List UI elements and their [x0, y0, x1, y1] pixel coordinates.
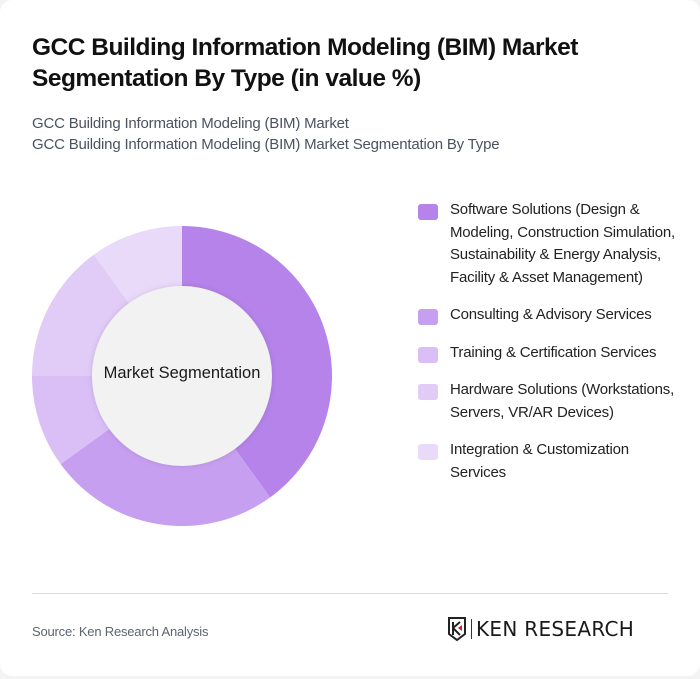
legend-label: Hardware Solutions (Workstations, Server… [450, 381, 675, 421]
legend-item-integration[interactable]: Integration & Customization Services [418, 439, 678, 484]
donut-center [92, 286, 272, 466]
donut-chart: Market Segmentation [30, 224, 334, 528]
legend-label: Training & Certification Services [450, 343, 657, 361]
legend-swatch [418, 444, 438, 460]
legend-label: Software Solutions (Design & Modeling, C… [450, 201, 675, 286]
legend-item-hardware[interactable]: Hardware Solutions (Workstations, Server… [418, 379, 678, 424]
legend: Software Solutions (Design & Modeling, C… [418, 199, 678, 499]
legend-label: Consulting & Advisory Services [450, 306, 652, 323]
logo-separator [471, 619, 472, 639]
subtitle: GCC Building Information Modeling (BIM) … [32, 113, 500, 155]
legend-swatch [418, 384, 438, 400]
footer-divider [32, 593, 668, 594]
source-text: Source: Ken Research Analysis [32, 624, 209, 639]
legend-item-software[interactable]: Software Solutions (Design & Modeling, C… [418, 199, 678, 289]
legend-label: Integration & Customization Services [450, 441, 629, 481]
legend-item-consulting[interactable]: Consulting & Advisory Services [418, 304, 678, 327]
legend-swatch [418, 204, 438, 220]
donut-svg [32, 226, 332, 526]
subtitle-line-1: GCC Building Information Modeling (BIM) … [32, 115, 349, 132]
center-label: Market Segmentation [103, 364, 261, 382]
legend-item-training[interactable]: Training & Certification Services [418, 342, 678, 365]
page-title: GCC Building Information Modeling (BIM) … [32, 34, 578, 92]
logo-text: KEN RESEARCH [476, 617, 635, 641]
ken-research-logo: KEN RESEARCH [447, 617, 634, 641]
legend-swatch [418, 346, 438, 363]
ken-research-shield-icon [448, 617, 466, 641]
legend-swatch [418, 309, 438, 325]
subtitle-line-2: GCC Building Information Modeling (BIM) … [32, 136, 500, 153]
